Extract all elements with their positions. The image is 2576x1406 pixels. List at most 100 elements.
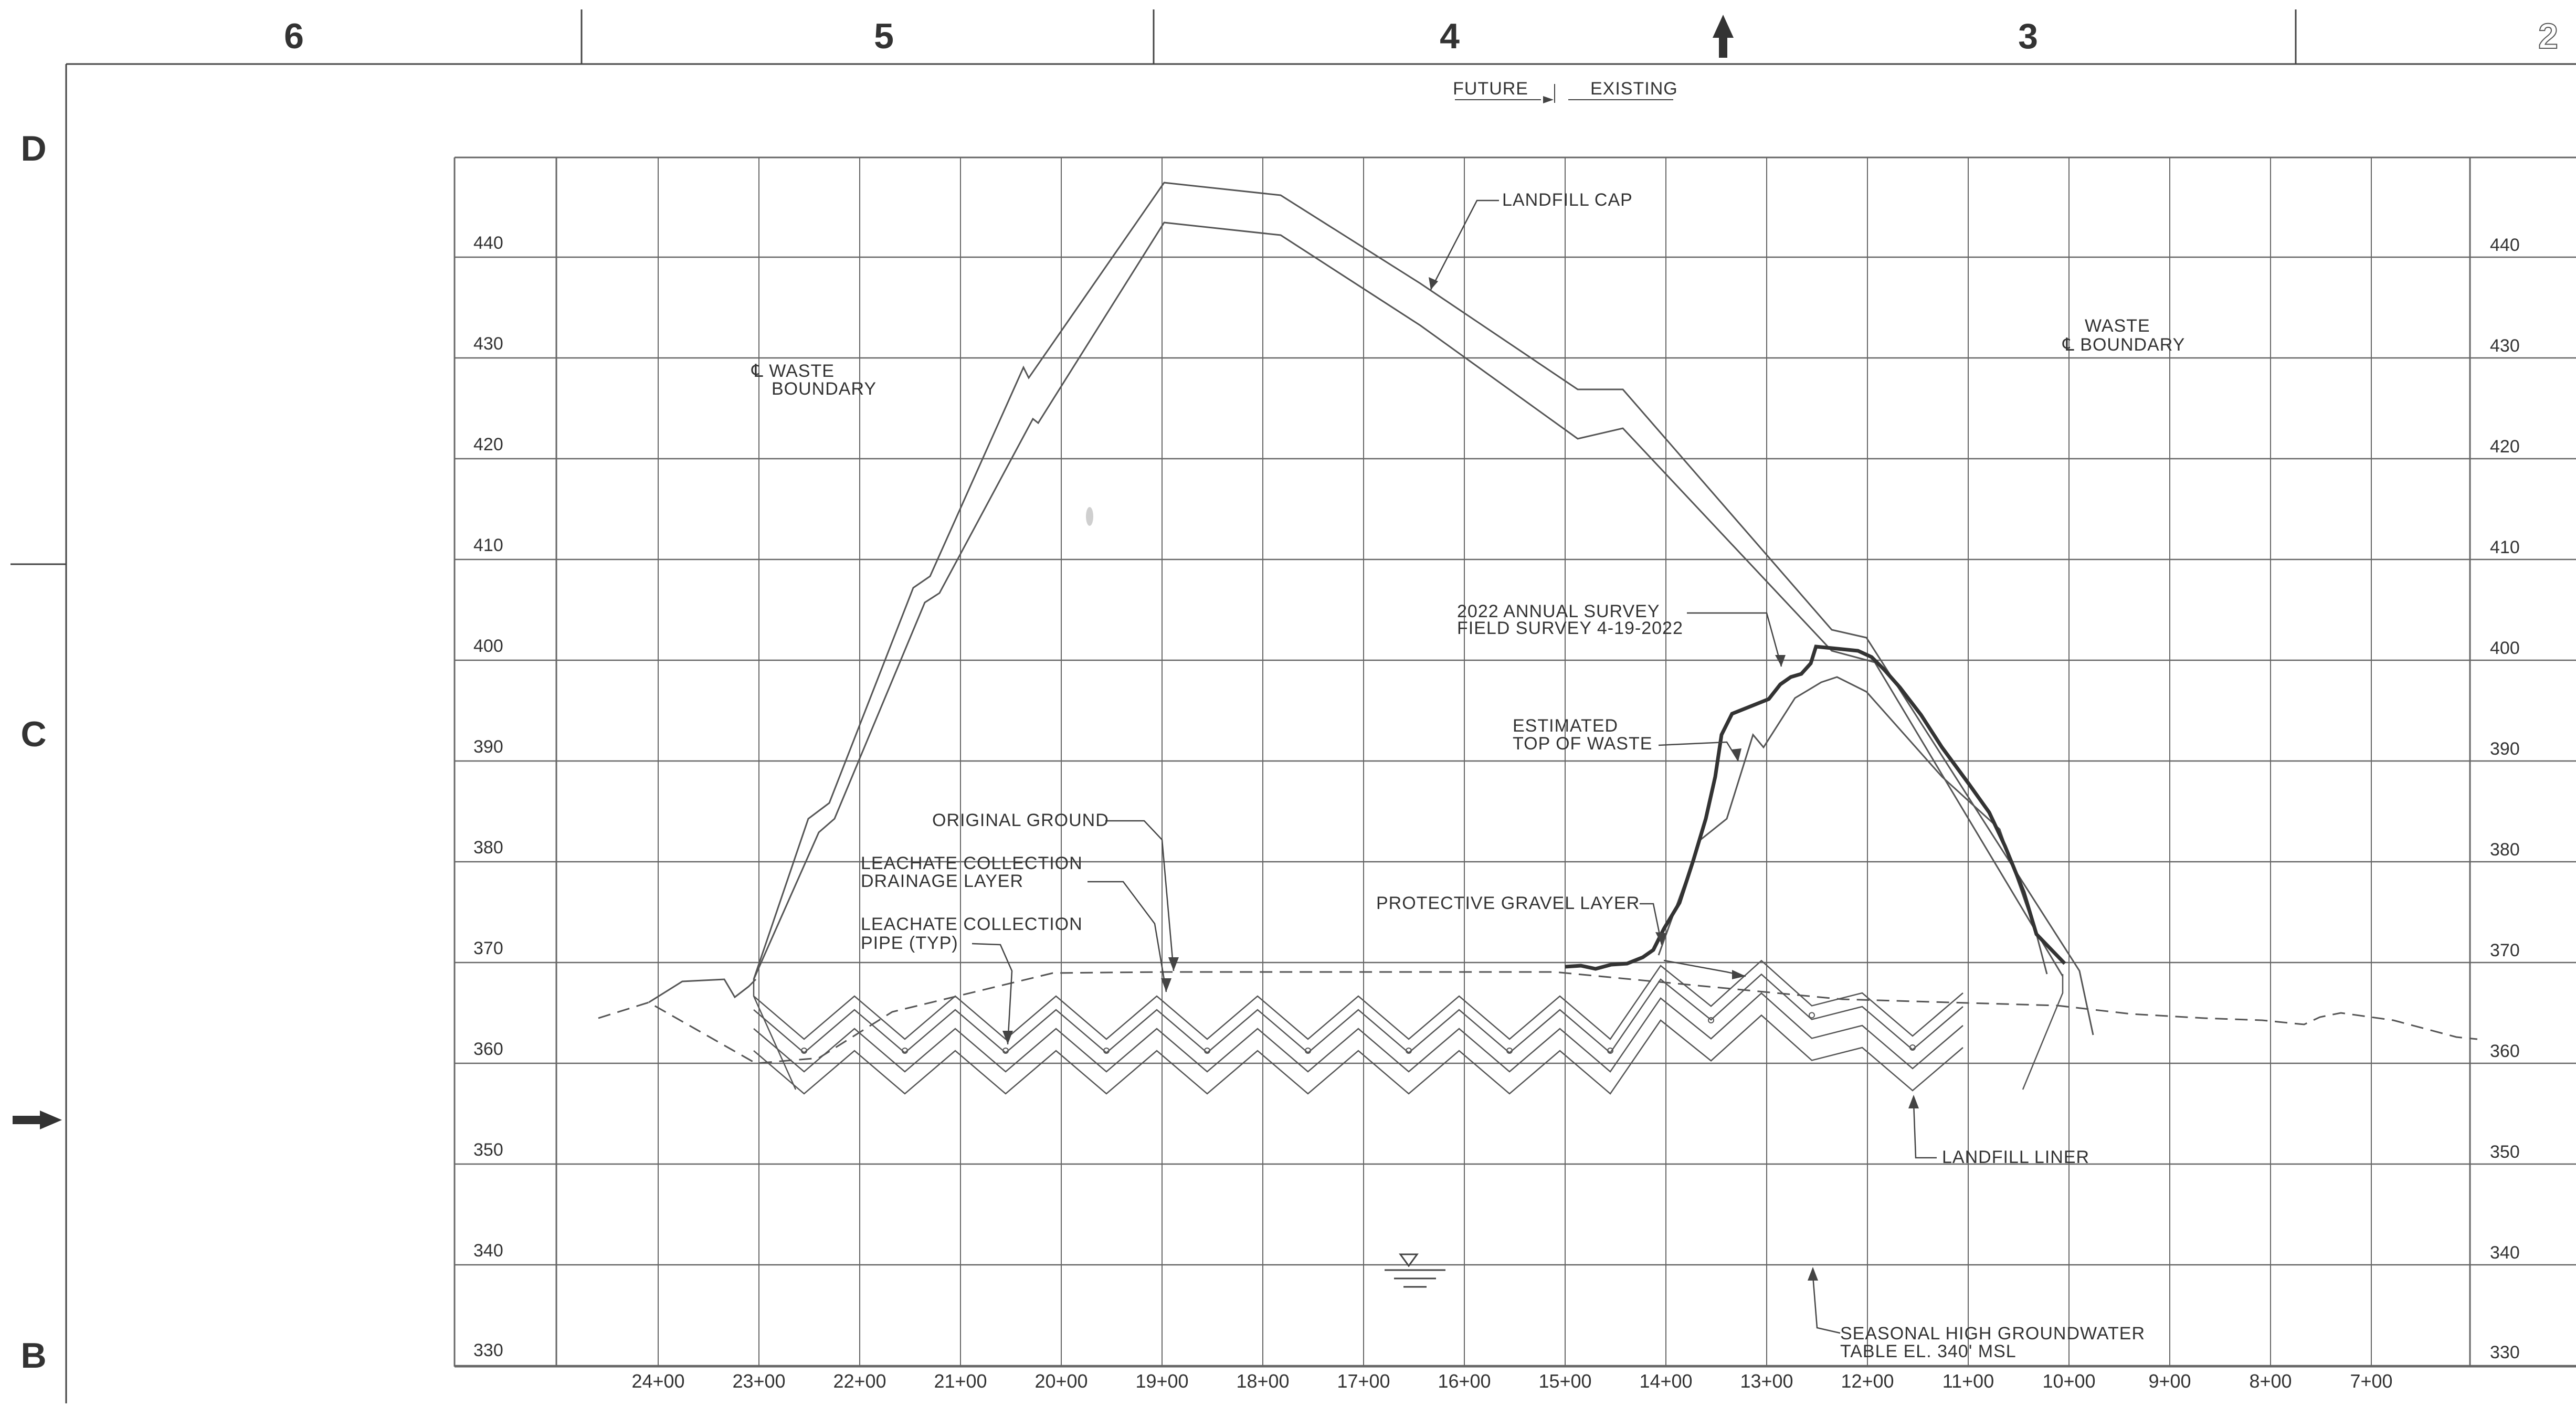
station-label-23+00: 23+00 (732, 1370, 785, 1392)
station-label-22+00: 22+00 (833, 1370, 886, 1392)
elevation-label-right-360: 360 (2490, 1041, 2520, 1061)
leachate-pipe-icon (902, 1048, 908, 1054)
landfill-cap-bottom-line (753, 221, 2064, 980)
elevation-label-right-370: 370 (2490, 940, 2520, 960)
landfill-liner-layers (753, 959, 2064, 1095)
center-arrow-left-icon (13, 1111, 62, 1129)
elevation-label-right-330: 330 (2490, 1342, 2520, 1362)
elevation-label-left-390: 390 (473, 737, 503, 757)
liner-left-end (753, 979, 797, 1090)
collection-pipe-label-2: PIPE (TYP) (861, 933, 958, 953)
profile-grid (453, 156, 2576, 1368)
elevation-label-left-340: 340 (473, 1241, 503, 1261)
annual-survey-2022-line (1565, 644, 2066, 971)
liner-layer-3 (753, 992, 1963, 1073)
zone-d: D (20, 129, 46, 168)
station-label-11+00: 11+00 (1942, 1370, 1994, 1392)
future-existing-note: FUTURE EXISTING (1453, 79, 1678, 103)
leachate-pipe-icon (1909, 1044, 1916, 1051)
groundwater-label-1: SEASONAL HIGH GROUNDWATER (1840, 1324, 2145, 1344)
elevation-label-right-380: 380 (2490, 840, 2520, 860)
station-label-13+00: 13+00 (1740, 1370, 1793, 1392)
groundwater-label-2: TABLE EL. 340' MSL (1840, 1341, 2017, 1361)
landfill-cap-top-line (753, 182, 2094, 1035)
zone-5: 5 (874, 16, 894, 56)
station-label-10+00: 10+00 (2042, 1370, 2095, 1392)
top-of-waste-label-1: ESTIMATED (1513, 716, 1618, 736)
zone-2: 2 (2538, 16, 2558, 56)
waste-boundary-left-label-2: BOUNDARY (772, 379, 877, 399)
zone-6: 6 (284, 16, 304, 56)
landfill-liner-label: LANDFILL LINER (1942, 1147, 2089, 1167)
leachate-pipe-icon (1809, 1012, 1815, 1019)
elevation-label-right-340: 340 (2490, 1243, 2520, 1263)
waste-boundary-left-label-1: ℄ WASTE (751, 361, 835, 381)
elevation-label-right-440: 440 (2490, 235, 2520, 255)
zone-c: C (20, 714, 46, 754)
liner-right-end (2022, 974, 2064, 1090)
station-label-20+00: 20+00 (1034, 1370, 1088, 1392)
drainage-layer-label-1: LEACHATE COLLECTION (861, 853, 1083, 873)
leachate-pipe-icon (1506, 1048, 1513, 1054)
original-ground-left-bump (648, 978, 757, 1003)
elevation-label-left-330: 330 (473, 1340, 503, 1360)
elevation-label-left-360: 360 (473, 1039, 503, 1059)
liner-layer-4 (753, 1014, 1963, 1095)
leaders (972, 199, 1937, 1334)
leachate-pipe-icon (1406, 1048, 1412, 1054)
zone-3: 3 (2018, 16, 2038, 56)
elevation-label-right-390: 390 (2490, 739, 2520, 759)
leachate-pipe-icon (1305, 1048, 1311, 1054)
collection-pipe-label-1: LEACHATE COLLECTION (861, 914, 1083, 934)
survey-label-2: FIELD SURVEY 4-19-2022 (1457, 618, 1683, 638)
station-label-7+00: 7+00 (2350, 1370, 2392, 1392)
zone-b: B (20, 1336, 46, 1376)
original-ground-line (598, 971, 2478, 1064)
estimated-top-of-waste-line (1657, 676, 2048, 975)
landfill-cap-label: LANDFILL CAP (1502, 190, 1633, 210)
elevation-label-right-430: 430 (2490, 336, 2520, 356)
station-label-16+00: 16+00 (1438, 1370, 1491, 1392)
leachate-pipe-icon (801, 1048, 807, 1054)
elevation-label-left-410: 410 (473, 535, 503, 555)
drainage-layer-label-2: DRAINAGE LAYER (861, 871, 1023, 891)
protective-gravel-label: PROTECTIVE GRAVEL LAYER (1376, 893, 1640, 913)
station-label-12+00: 12+00 (1841, 1370, 1894, 1392)
station-label-15+00: 15+00 (1538, 1370, 1591, 1392)
waste-boundary-right-label-2: ℄ BOUNDARY (2062, 335, 2185, 355)
station-label-17+00: 17+00 (1337, 1370, 1390, 1392)
elevation-label-left-440: 440 (473, 233, 503, 253)
original-ground-label: ORIGINAL GROUND (932, 810, 1109, 830)
leader-arrowheads (1002, 277, 1919, 1281)
elevation-label-left-430: 430 (473, 334, 503, 354)
water-table-icon (1385, 1253, 1445, 1288)
leachate-pipe-icon (1103, 1048, 1110, 1054)
elevation-label-right-420: 420 (2490, 437, 2520, 457)
station-label-14+00: 14+00 (1639, 1370, 1692, 1392)
elevation-label-left-400: 400 (473, 636, 503, 656)
elevation-label-left-420: 420 (473, 435, 503, 454)
liner-layer-1 (753, 959, 1963, 1040)
leachate-pipe-icon (1002, 1048, 1009, 1054)
waste-boundary-right-label-1: WASTE (2085, 316, 2150, 336)
leachate-pipe-icon (1204, 1048, 1210, 1054)
sheet-border (10, 9, 2576, 1403)
elevation-label-right-350: 350 (2490, 1142, 2520, 1162)
elevation-labels: 440 440 430 430 420 420 410 410 400 400 390 390 380 3… (473, 233, 2520, 1362)
zone-4: 4 (1440, 16, 1460, 56)
liner-layer-2 (753, 973, 1963, 1054)
elevation-label-right-400: 400 (2490, 638, 2520, 658)
top-of-waste-label-2: TOP OF WASTE (1513, 734, 1652, 754)
center-arrow-top-icon (1713, 15, 1734, 58)
station-label-18+00: 18+00 (1236, 1370, 1289, 1392)
svg-text:EXISTING: EXISTING (1590, 79, 1678, 99)
elevation-label-left-350: 350 (473, 1140, 503, 1160)
survey-label-1: 2022 ANNUAL SURVEY (1457, 601, 1660, 621)
svg-text:FUTURE: FUTURE (1453, 79, 1528, 99)
elevation-label-left-380: 380 (473, 838, 503, 858)
station-label-9+00: 9+00 (2148, 1370, 2191, 1392)
leachate-pipe-icon (1708, 1017, 1714, 1023)
elevation-label-right-410: 410 (2490, 537, 2520, 557)
station-label-24+00: 24+00 (631, 1370, 684, 1392)
